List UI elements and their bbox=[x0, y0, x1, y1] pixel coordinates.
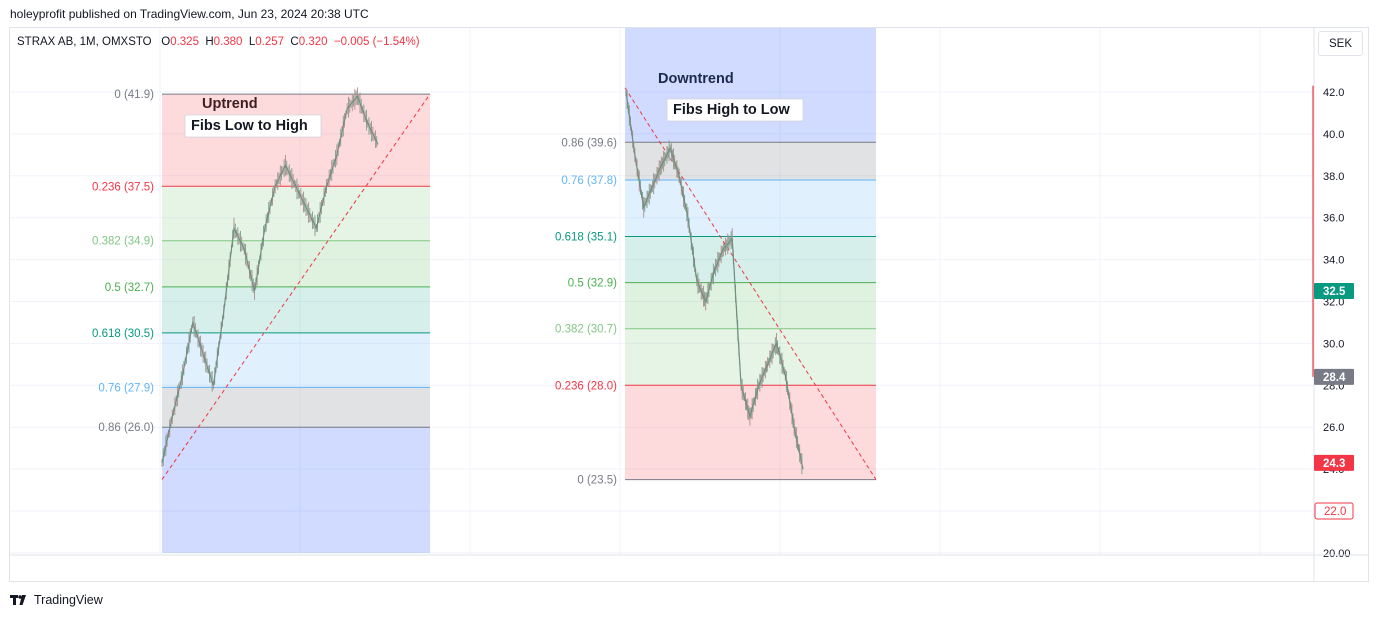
fib-level-label: 0.382 (30.7) bbox=[555, 324, 617, 336]
fib-zone bbox=[162, 186, 430, 241]
close-value: 0.320 bbox=[298, 36, 328, 48]
fib-level-label: 0.76 (27.9) bbox=[98, 382, 154, 394]
symbol-name: STRAX AB, 1M, OMXSTO bbox=[17, 36, 152, 48]
fib-zone bbox=[162, 332, 430, 388]
currency-button[interactable]: SEK bbox=[1318, 31, 1363, 56]
fib-zone bbox=[162, 387, 430, 428]
footer-brand[interactable]: TradingView bbox=[10, 593, 103, 607]
footer-brand-label: TradingView bbox=[34, 593, 103, 607]
price-badge bbox=[1314, 502, 1354, 520]
y-tick-label: 30.0 bbox=[1323, 338, 1344, 350]
drawing-subtitle-box bbox=[666, 98, 804, 122]
tradingview-logo-icon bbox=[10, 595, 26, 605]
fib-extension-zone bbox=[625, 28, 876, 143]
high-value: 0.380 bbox=[213, 36, 243, 48]
price-badge bbox=[1314, 283, 1354, 300]
fib-level-label: 0.236 (37.5) bbox=[92, 181, 154, 193]
fib-level-label: 0.382 (34.9) bbox=[92, 236, 154, 248]
price-badge-label: 24.3 bbox=[1323, 458, 1345, 470]
price-badge-label: 28.4 bbox=[1323, 372, 1346, 384]
fib-level-label: 0.86 (39.6) bbox=[561, 137, 617, 149]
high-label: H bbox=[205, 36, 214, 48]
close-label: C bbox=[290, 36, 299, 48]
open-label: O bbox=[161, 36, 171, 48]
y-tick-label: 40.0 bbox=[1323, 129, 1344, 141]
fib-level-label: 0.5 (32.9) bbox=[568, 278, 617, 290]
price-badge-label: 32.5 bbox=[1323, 286, 1346, 298]
chart-frame bbox=[9, 27, 1369, 582]
fib-level-label: 0.76 (37.8) bbox=[561, 175, 617, 187]
price-badge bbox=[1314, 368, 1354, 385]
fib-level-label: 0.86 (26.0) bbox=[98, 422, 154, 434]
symbol-legend: STRAX AB, 1M, OMXSTO O0.325 H0.380 L0.25… bbox=[17, 36, 420, 48]
change-value: −0.005 (−1.54%) bbox=[333, 36, 420, 48]
fib-zone bbox=[625, 282, 876, 329]
fib-extension-zone bbox=[162, 427, 430, 553]
y-tick-label: 26.0 bbox=[1323, 422, 1344, 434]
fib-level-label: 0 (23.5) bbox=[577, 475, 617, 487]
fib-level-label: 0 (41.9) bbox=[114, 89, 154, 101]
open-value: 0.325 bbox=[170, 36, 199, 48]
y-tick-label: 32.0 bbox=[1323, 297, 1344, 309]
drawing-subtitle: Fibs High to Low bbox=[673, 102, 791, 118]
uptrend-fib: 0 (41.9) 0.236 (37.5) 0.382 (34.9) 0.5 (32.… bbox=[92, 87, 431, 553]
price-badge-label: 22.0 bbox=[1324, 506, 1346, 518]
publish-header: holeyprofit published on TradingView.com… bbox=[10, 7, 369, 21]
fib-level-label: 0.236 (28.0) bbox=[555, 380, 617, 392]
y-tick-label: 36.0 bbox=[1323, 213, 1344, 225]
price-badge bbox=[1314, 454, 1354, 471]
downtrend-fib: 0.86 (39.6) 0.76 (37.8) 0.618 (35.1) 0.5 (3… bbox=[555, 28, 877, 487]
y-tick-label: 38.0 bbox=[1323, 171, 1344, 183]
fib-zone bbox=[162, 94, 430, 187]
fib-zone bbox=[162, 240, 430, 287]
price-line bbox=[161, 95, 379, 463]
drawing-subtitle: Fibs Low to High bbox=[191, 118, 308, 134]
fib-zone bbox=[162, 286, 430, 333]
y-tick-label: 34.0 bbox=[1323, 255, 1344, 267]
drawing-subtitle-box bbox=[184, 114, 322, 138]
fib-level-label: 0.5 (32.7) bbox=[105, 282, 154, 294]
price-line bbox=[625, 91, 804, 470]
fib-zone bbox=[625, 236, 876, 283]
y-tick-label: 42.0 bbox=[1323, 87, 1344, 99]
fib-zone bbox=[625, 385, 876, 480]
fib-zone bbox=[625, 328, 876, 386]
y-tick-label: 20.00 bbox=[1323, 548, 1351, 560]
fib-level-label: 0.618 (35.1) bbox=[555, 232, 617, 244]
fib-zone bbox=[625, 179, 876, 237]
low-value: 0.257 bbox=[255, 36, 285, 48]
trend-line bbox=[161, 93, 431, 480]
drawing-title: Uptrend bbox=[202, 96, 258, 112]
low-label: L bbox=[248, 36, 256, 48]
fib-level-label: 0.618 (30.5) bbox=[92, 328, 154, 340]
drawing-title: Downtrend bbox=[658, 71, 734, 87]
